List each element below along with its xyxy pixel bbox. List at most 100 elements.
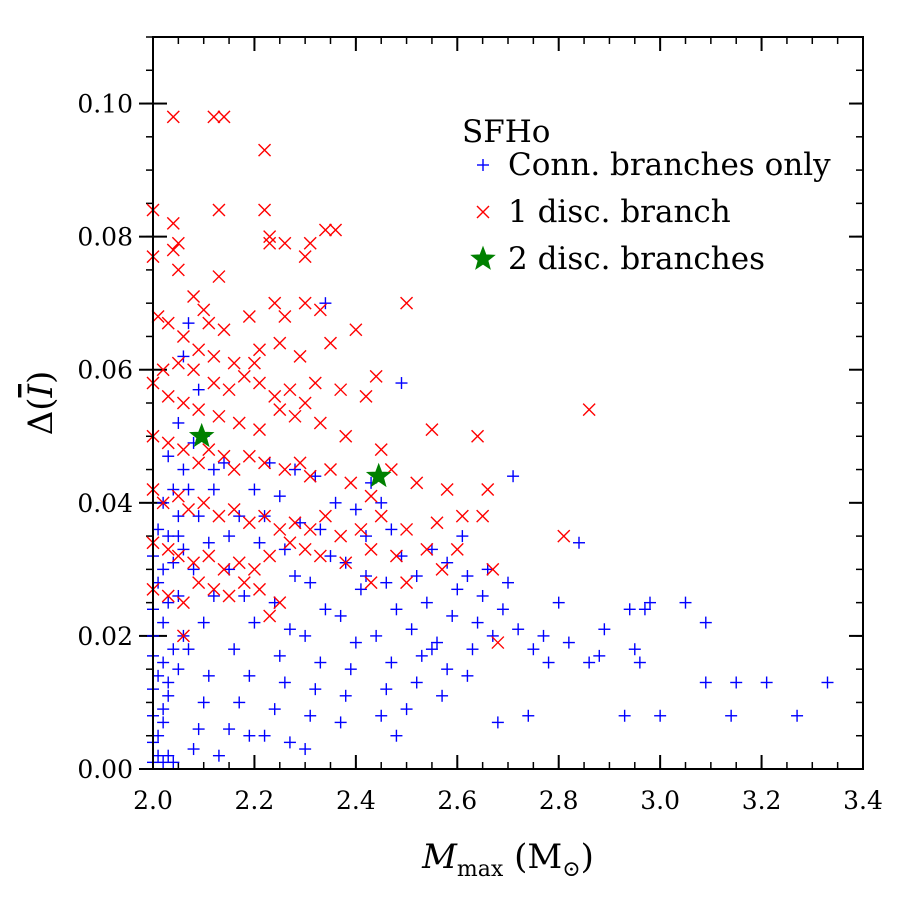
data-point-x bbox=[298, 250, 312, 264]
data-point-plus bbox=[157, 756, 170, 769]
data-point-plus bbox=[152, 669, 165, 682]
data-point-x bbox=[156, 363, 170, 377]
data-point-plus bbox=[162, 450, 175, 463]
data-point-x bbox=[182, 502, 195, 516]
data-point-x bbox=[247, 356, 261, 370]
data-point-plus bbox=[172, 663, 185, 676]
data-point-x bbox=[278, 236, 292, 250]
data-point-plus bbox=[273, 649, 286, 662]
data-point-x bbox=[283, 383, 297, 397]
data-point-x bbox=[176, 396, 190, 410]
data-point-plus bbox=[157, 703, 170, 716]
y-tick-label: 0.04 bbox=[77, 489, 133, 518]
data-point-plus bbox=[157, 616, 170, 629]
data-point-plus bbox=[375, 709, 388, 722]
data-point-plus bbox=[278, 543, 291, 556]
data-point-plus bbox=[172, 416, 185, 429]
data-point-x bbox=[232, 416, 246, 430]
data-point-plus bbox=[821, 676, 834, 689]
data-point-plus bbox=[324, 550, 337, 563]
data-point-x bbox=[455, 509, 469, 523]
data-point-plus bbox=[628, 643, 641, 656]
data-point-plus bbox=[699, 676, 712, 689]
data-point-x bbox=[258, 203, 272, 217]
data-point-plus bbox=[263, 456, 276, 469]
data-point-plus bbox=[507, 470, 520, 483]
data-point-plus bbox=[370, 629, 383, 642]
data-point-plus bbox=[431, 636, 443, 649]
data-point-x bbox=[318, 223, 332, 237]
data-point-plus bbox=[496, 603, 509, 616]
legend-marker-star bbox=[470, 245, 496, 270]
data-point-x bbox=[242, 449, 256, 463]
data-point-plus bbox=[162, 749, 175, 762]
data-point-plus bbox=[177, 350, 190, 363]
data-point-plus bbox=[289, 570, 301, 583]
data-point-plus bbox=[598, 623, 611, 636]
x-tick-label: 3.2 bbox=[742, 786, 782, 815]
data-point-plus bbox=[456, 530, 469, 543]
data-point-plus bbox=[238, 589, 251, 602]
data-point-x bbox=[440, 483, 454, 497]
legend-items: Conn. branches only 1 disc. branch 2 disc.… bbox=[470, 147, 831, 277]
data-point-plus bbox=[638, 603, 651, 616]
data-point-x bbox=[197, 496, 211, 510]
data-point-x bbox=[253, 376, 266, 390]
x-tick-label: 2.8 bbox=[539, 786, 579, 815]
data-point-x bbox=[430, 516, 444, 530]
data-point-x bbox=[227, 502, 241, 516]
data-point-plus bbox=[446, 609, 459, 622]
data-point-plus bbox=[654, 709, 667, 722]
data-point-plus bbox=[436, 689, 449, 702]
data-point-x bbox=[293, 349, 307, 363]
data-point-x bbox=[217, 110, 231, 124]
data-point-x bbox=[318, 509, 332, 523]
data-point-plus bbox=[294, 516, 307, 529]
data-point-x bbox=[192, 403, 206, 417]
data-point-plus bbox=[441, 556, 454, 569]
data-point-x bbox=[247, 562, 261, 576]
data-point-x bbox=[339, 556, 353, 570]
data-point-x bbox=[420, 542, 434, 556]
data-point-x bbox=[171, 549, 185, 563]
legend-marker-plus bbox=[477, 159, 489, 171]
data-point-plus bbox=[502, 576, 514, 589]
data-point-x bbox=[227, 356, 241, 370]
data-point-plus bbox=[278, 676, 291, 689]
data-point-x bbox=[161, 436, 175, 450]
data-point-x bbox=[471, 429, 485, 443]
data-point-x bbox=[212, 270, 226, 284]
data-point-x bbox=[202, 549, 216, 563]
y-tick-label: 0.08 bbox=[77, 223, 133, 252]
data-point-plus bbox=[542, 656, 555, 669]
data-point-x bbox=[313, 549, 327, 563]
data-point-plus bbox=[304, 576, 317, 589]
data-point-x bbox=[222, 383, 236, 397]
x-tick-label: 3.4 bbox=[843, 786, 883, 815]
data-point-plus bbox=[152, 729, 165, 742]
data-point-plus bbox=[699, 616, 712, 629]
data-point-plus bbox=[410, 676, 423, 689]
data-point-x bbox=[237, 576, 251, 590]
data-point-plus bbox=[289, 463, 301, 476]
x-tick-label: 2.0 bbox=[133, 786, 173, 815]
legend: SFHo Conn. branches only 1 disc. branch 2 … bbox=[462, 114, 831, 277]
data-point-plus bbox=[197, 696, 210, 709]
data-point-plus bbox=[207, 463, 220, 476]
data-point-x bbox=[283, 536, 297, 550]
data-point-plus bbox=[420, 596, 433, 609]
data-point-x bbox=[171, 263, 185, 277]
data-point-x bbox=[253, 582, 266, 596]
data-point-x bbox=[329, 223, 343, 237]
data-point-plus bbox=[167, 556, 180, 569]
data-point-x bbox=[298, 296, 312, 310]
data-point-x bbox=[187, 290, 201, 304]
data-point-x bbox=[187, 556, 201, 570]
data-point-plus bbox=[309, 470, 322, 483]
legend-label: Conn. branches only bbox=[508, 147, 831, 183]
data-point-x bbox=[161, 542, 175, 556]
data-point-plus bbox=[623, 603, 636, 616]
data-point-plus bbox=[405, 623, 418, 636]
data-point-plus bbox=[486, 629, 499, 642]
data-point-plus bbox=[522, 709, 535, 722]
